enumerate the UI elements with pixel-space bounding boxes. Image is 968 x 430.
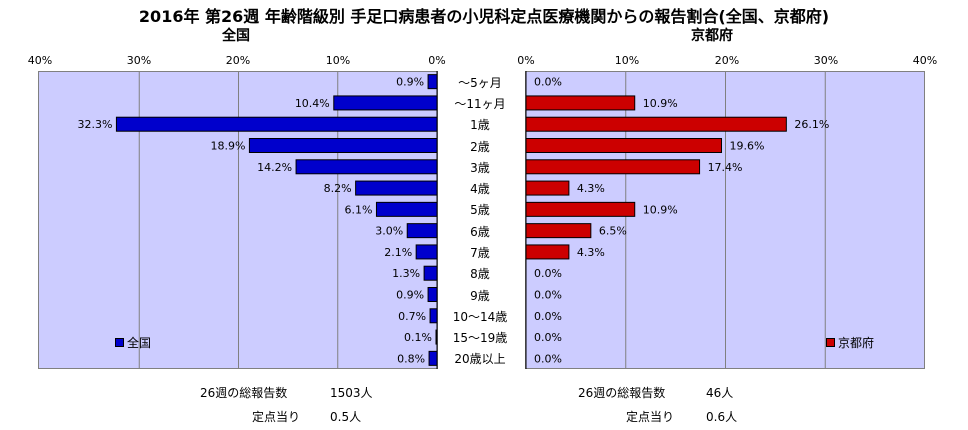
category-label: ～11ヶ月 bbox=[454, 96, 506, 111]
category-label: 3歳 bbox=[470, 160, 490, 175]
bar-national bbox=[428, 350, 438, 366]
bar-national bbox=[423, 265, 438, 281]
tick-label: 20% bbox=[225, 54, 251, 67]
bar-national bbox=[427, 74, 438, 90]
bar-national bbox=[333, 95, 438, 111]
category-label: 2歳 bbox=[470, 139, 490, 154]
data-label-national: 10.4% bbox=[295, 97, 330, 110]
data-label-national: 0.1% bbox=[404, 331, 432, 344]
category-label: ～5ヶ月 bbox=[458, 75, 502, 90]
data-label-national: 0.8% bbox=[397, 352, 425, 365]
footer-national-total-value: 1503人 bbox=[330, 386, 373, 400]
legend-label-national: 全国 bbox=[127, 336, 152, 350]
tick-label: 10% bbox=[325, 54, 351, 67]
legend-swatch-national bbox=[115, 338, 124, 347]
data-label-kyoto: 0.0% bbox=[534, 289, 562, 302]
footer-kyoto-per-label: 定点当り bbox=[626, 410, 675, 424]
bar-national bbox=[429, 308, 438, 324]
data-label-national: 2.1% bbox=[384, 246, 412, 259]
chart-title: 2016年 第26週 年齢階級別 手足口病患者の小児科定点医療機関からの報告割合… bbox=[138, 7, 830, 26]
footer-national-total-label: 26週の総報告数 bbox=[200, 386, 288, 400]
bar-national bbox=[435, 329, 438, 345]
bar-kyoto bbox=[525, 159, 701, 175]
category-label: 4歳 bbox=[470, 182, 490, 197]
category-label: 5歳 bbox=[470, 203, 490, 218]
footer-national-per-label: 定点当り bbox=[252, 410, 301, 424]
legend-label-kyoto: 京都府 bbox=[838, 336, 875, 350]
bar-kyoto bbox=[525, 201, 636, 217]
category-label: 10～14歳 bbox=[452, 309, 508, 324]
legend-national: 全国 bbox=[115, 334, 151, 351]
data-label-national: 8.2% bbox=[324, 182, 352, 195]
bar-national bbox=[355, 180, 438, 196]
bar-national bbox=[295, 159, 438, 175]
footer-kyoto-total-value: 46人 bbox=[706, 386, 734, 400]
bar-kyoto bbox=[525, 95, 636, 111]
category-label: 8歳 bbox=[470, 267, 490, 282]
legend-swatch-kyoto bbox=[826, 338, 835, 347]
tick-label: 40% bbox=[912, 54, 938, 67]
category-label: 1歳 bbox=[470, 118, 490, 133]
data-label-national: 18.9% bbox=[210, 140, 245, 153]
tick-label: 40% bbox=[27, 54, 53, 67]
bar-kyoto bbox=[525, 116, 787, 132]
bar-national bbox=[427, 287, 438, 302]
data-label-national: 0.7% bbox=[398, 310, 426, 323]
data-label-national: 3.0% bbox=[375, 225, 403, 238]
data-label-kyoto: 10.9% bbox=[643, 97, 678, 110]
bar-national bbox=[406, 223, 438, 239]
category-label: 20歳以上 bbox=[454, 352, 506, 367]
data-label-kyoto: 6.5% bbox=[599, 225, 627, 238]
data-label-kyoto: 19.6% bbox=[730, 140, 765, 153]
bar-kyoto bbox=[525, 138, 723, 153]
data-label-national: 6.1% bbox=[345, 203, 373, 216]
data-label-kyoto: 0.0% bbox=[534, 267, 562, 280]
data-label-kyoto: 0.0% bbox=[534, 76, 562, 89]
footer-national-per-value: 0.5人 bbox=[330, 410, 362, 424]
panel-title-kyoto: 京都府 bbox=[691, 28, 733, 44]
tick-label: 30% bbox=[813, 54, 839, 67]
tick-label: 0% bbox=[517, 54, 535, 67]
tick-label: 30% bbox=[126, 54, 152, 67]
category-label: 6歳 bbox=[470, 224, 490, 239]
bar-kyoto bbox=[525, 223, 592, 239]
bar-kyoto bbox=[525, 244, 570, 260]
tick-label: 10% bbox=[614, 54, 640, 67]
data-label-national: 32.3% bbox=[77, 118, 112, 131]
tick-label: 20% bbox=[714, 54, 740, 67]
data-label-kyoto: 0.0% bbox=[534, 331, 562, 344]
data-label-kyoto: 0.0% bbox=[534, 310, 562, 323]
panel-title-national: 全国 bbox=[222, 28, 250, 44]
bar-national bbox=[375, 201, 438, 217]
category-label: 9歳 bbox=[470, 288, 490, 303]
data-label-kyoto: 0.0% bbox=[534, 352, 562, 365]
tick-label: 0% bbox=[428, 54, 446, 67]
data-label-kyoto: 4.3% bbox=[577, 246, 605, 259]
category-label: 15～19歳 bbox=[452, 331, 508, 346]
bar-national bbox=[248, 138, 438, 153]
data-label-kyoto: 26.1% bbox=[794, 118, 829, 131]
data-label-kyoto: 17.4% bbox=[708, 161, 743, 174]
data-label-national: 14.2% bbox=[257, 161, 292, 174]
bar-kyoto bbox=[525, 180, 570, 196]
data-label-national: 0.9% bbox=[396, 289, 424, 302]
data-label-kyoto: 4.3% bbox=[577, 182, 605, 195]
data-label-national: 0.9% bbox=[396, 76, 424, 89]
category-label: 7歳 bbox=[470, 245, 490, 260]
data-label-kyoto: 10.9% bbox=[643, 203, 678, 216]
legend-kyoto: 京都府 bbox=[826, 334, 874, 351]
bar-national bbox=[415, 244, 438, 260]
data-label-national: 1.3% bbox=[392, 267, 420, 280]
footer-kyoto-total-label: 26週の総報告数 bbox=[578, 386, 666, 400]
bar-national bbox=[115, 116, 438, 132]
footer-kyoto-per-value: 0.6人 bbox=[706, 410, 738, 424]
